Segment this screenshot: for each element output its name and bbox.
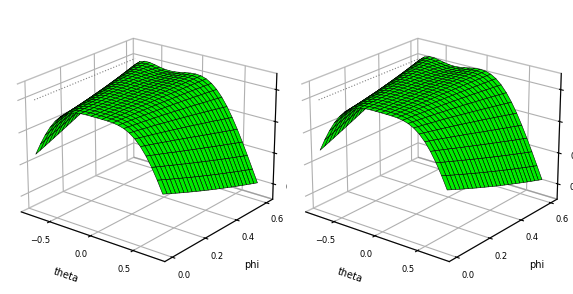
Y-axis label: phi: phi	[245, 260, 260, 270]
Y-axis label: phi: phi	[529, 260, 544, 270]
X-axis label: theta: theta	[52, 267, 80, 285]
X-axis label: theta: theta	[336, 267, 364, 285]
